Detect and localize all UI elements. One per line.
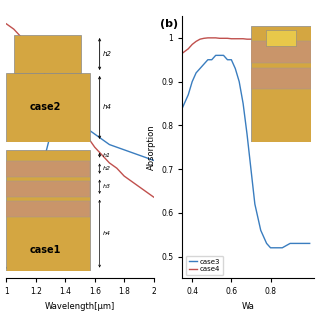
Y-axis label: Absorption: Absorption (147, 124, 156, 170)
case4 (190, 43, 194, 46)
Line: case3: case3 (182, 55, 310, 248)
case4 (237, 37, 241, 41)
X-axis label: Wavelength[μm]: Wavelength[μm] (45, 302, 115, 311)
case4 (180, 51, 184, 55)
case3 (245, 132, 249, 136)
case3 (198, 67, 202, 70)
case3 (253, 202, 257, 206)
case3 (268, 246, 272, 250)
case3 (280, 246, 284, 250)
case4 (206, 36, 210, 40)
case3 (206, 58, 210, 62)
case4 (194, 39, 198, 43)
case3 (210, 58, 214, 62)
case4 (308, 39, 312, 43)
case4 (275, 38, 278, 42)
case4 (210, 36, 214, 40)
case4 (280, 38, 284, 42)
case4 (233, 37, 237, 41)
case4 (202, 36, 206, 40)
case4 (245, 37, 249, 41)
case4 (259, 38, 263, 42)
case3 (222, 53, 226, 57)
case4 (294, 39, 298, 43)
case4 (300, 39, 304, 43)
case3 (202, 62, 206, 66)
case3 (233, 67, 237, 70)
case3 (194, 71, 198, 75)
case3 (300, 242, 304, 245)
case3 (218, 53, 221, 57)
case4 (186, 47, 190, 51)
case4 (253, 37, 257, 41)
Line: case4: case4 (182, 38, 310, 53)
case4 (241, 37, 245, 41)
case4 (226, 36, 229, 40)
case4 (268, 38, 272, 42)
case4 (249, 37, 253, 41)
case3 (294, 242, 298, 245)
case3 (288, 242, 292, 245)
Text: (b): (b) (160, 19, 178, 29)
case3 (214, 53, 218, 57)
case3 (249, 167, 253, 171)
case4 (288, 39, 292, 43)
case4 (214, 36, 218, 40)
Legend: case3, case4: case3, case4 (186, 256, 223, 275)
case3 (226, 58, 229, 62)
case3 (265, 242, 268, 245)
case3 (237, 80, 241, 84)
case4 (198, 37, 202, 41)
case3 (241, 101, 245, 105)
case4 (265, 38, 268, 42)
case3 (190, 80, 194, 84)
X-axis label: Wa: Wa (242, 302, 254, 311)
case3 (308, 242, 312, 245)
case3 (186, 93, 190, 97)
case4 (222, 36, 226, 40)
case3 (180, 106, 184, 110)
case4 (229, 37, 233, 41)
case3 (275, 246, 278, 250)
case3 (229, 58, 233, 62)
case3 (259, 228, 263, 232)
case4 (218, 36, 221, 40)
